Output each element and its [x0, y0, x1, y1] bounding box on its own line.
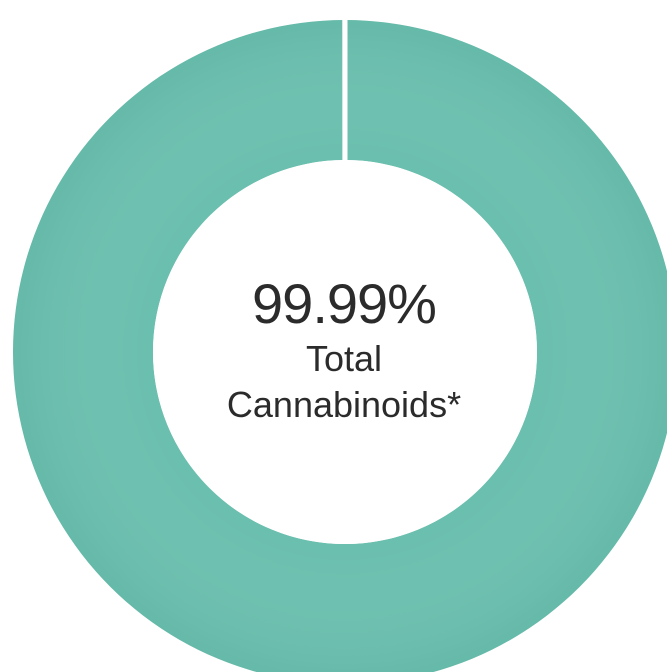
- center-caption-line1: Total: [305, 338, 383, 379]
- center-label: 99.99% Total Cannabinoids*: [160, 272, 528, 428]
- center-caption-line2: Cannabinoids*: [226, 384, 462, 425]
- donut-hole: [153, 160, 537, 544]
- center-value-text: 99.99%: [252, 272, 437, 335]
